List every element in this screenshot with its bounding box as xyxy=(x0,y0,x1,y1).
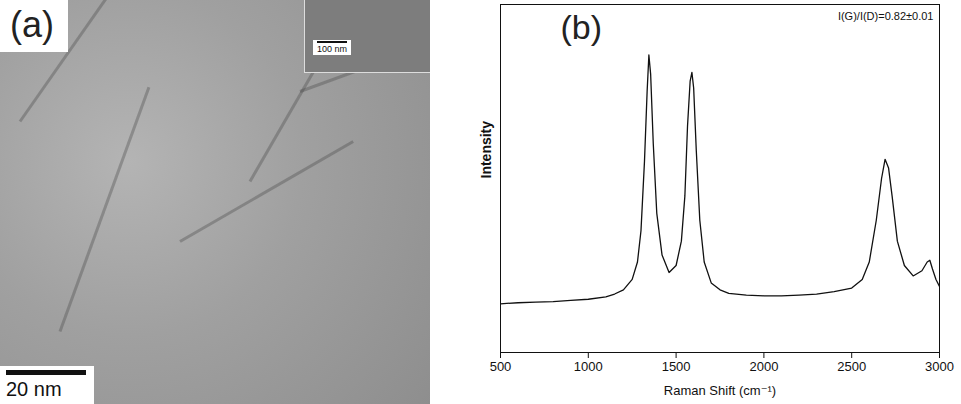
svg-text:Raman Shift (cm⁻¹): Raman Shift (cm⁻¹) xyxy=(664,383,776,398)
svg-text:I(G)/I(D)=0.82±0.01: I(G)/I(D)=0.82±0.01 xyxy=(838,10,934,22)
svg-text:(b): (b) xyxy=(561,8,603,46)
html-text:(a): (a) xyxy=(10,4,54,45)
svg-text:Intensity: Intensity xyxy=(478,121,494,179)
svg-text:500: 500 xyxy=(490,359,512,374)
svg-text:1000: 1000 xyxy=(574,359,603,374)
html-text:100 nm: 100 nm xyxy=(317,44,347,54)
svg-text:1500: 1500 xyxy=(662,359,691,374)
svg-text:2000: 2000 xyxy=(749,359,778,374)
svg-text:3000: 3000 xyxy=(925,359,954,374)
html-text:20 nm: 20 nm xyxy=(6,378,62,400)
svg-text:2500: 2500 xyxy=(837,359,866,374)
